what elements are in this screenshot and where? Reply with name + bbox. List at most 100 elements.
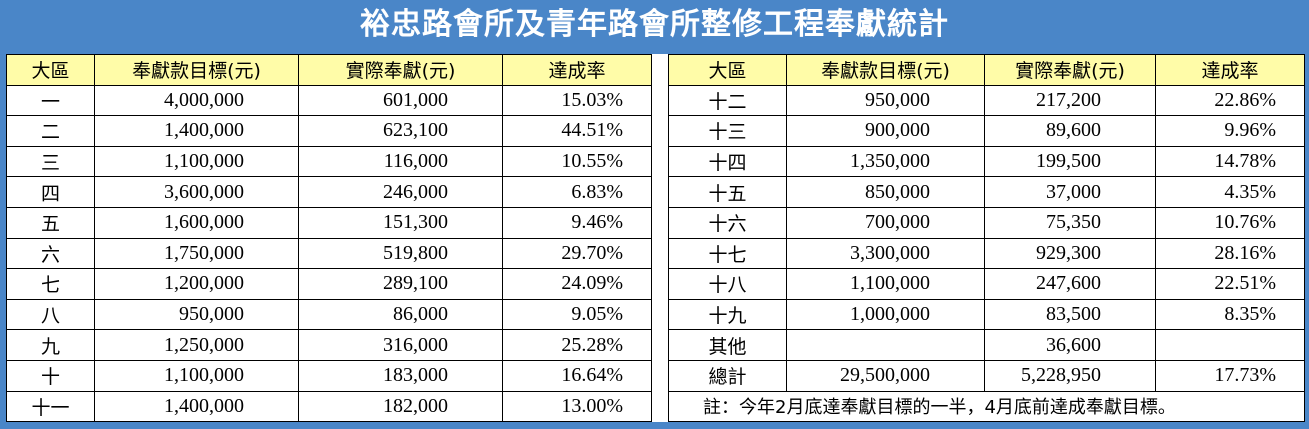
region-cell: 九	[6, 329, 95, 361]
target-cell: 950,000	[786, 84, 985, 117]
actual-cell: 623,100	[298, 115, 503, 147]
target-cell: 1,100,000	[786, 268, 985, 300]
region-cell: 十一	[6, 390, 95, 423]
actual-cell: 246,000	[298, 176, 503, 208]
footnote: 註：今年2月底達奉獻目標的一半，4月底前達成奉獻目標。	[668, 390, 1305, 423]
page-title: 裕忠路會所及青年路會所整修工程奉獻統計	[2, 2, 1307, 48]
header-rate: 達成率	[1155, 54, 1305, 86]
region-cell: 八	[6, 298, 95, 331]
table-row: 十六 700,000 75,350 10.76%	[668, 206, 1305, 239]
target-cell: 700,000	[786, 206, 985, 239]
table-row: 五 1,600,000 151,300 9.46%	[6, 206, 652, 239]
region-cell: 十二	[668, 84, 787, 117]
rate-cell: 4.35%	[1155, 176, 1305, 208]
region-cell: 二	[6, 115, 95, 147]
target-cell: 1,600,000	[94, 206, 299, 239]
table-header-row: 大區 奉獻款目標(元) 實際奉獻(元) 達成率	[6, 54, 652, 86]
actual-cell: 37,000	[984, 176, 1156, 208]
actual-cell: 89,600	[984, 115, 1156, 147]
region-cell: 十六	[668, 206, 787, 239]
target-cell: 950,000	[94, 298, 299, 331]
header-target: 奉獻款目標(元)	[786, 54, 985, 86]
actual-cell: 199,500	[984, 145, 1156, 178]
header-target: 奉獻款目標(元)	[94, 54, 299, 86]
rate-cell: 24.09%	[502, 268, 652, 300]
target-cell: 1,100,000	[94, 145, 299, 178]
table-row: 十九 1,000,000 83,500 8.35%	[668, 298, 1305, 331]
tables-area: 大區 奉獻款目標(元) 實際奉獻(元) 達成率 一 4,000,000 601,00…	[6, 54, 1305, 423]
rate-cell: 44.51%	[502, 115, 652, 147]
actual-cell: 217,200	[984, 84, 1156, 117]
rate-cell: 6.83%	[502, 176, 652, 208]
region-cell: 六	[6, 237, 95, 270]
region-cell: 十九	[668, 298, 787, 331]
actual-cell: 36,600	[984, 329, 1156, 361]
region-cell: 十八	[668, 268, 787, 300]
table-row: 七 1,200,000 289,100 24.09%	[6, 268, 652, 300]
actual-cell: 289,100	[298, 268, 503, 300]
rate-cell: 25.28%	[502, 329, 652, 361]
table-row: 一 4,000,000 601,000 15.03%	[6, 84, 652, 117]
table-row: 四 3,600,000 246,000 6.83%	[6, 176, 652, 208]
region-cell: 一	[6, 84, 95, 117]
rate-cell: 22.51%	[1155, 268, 1305, 300]
actual-cell: 116,000	[298, 145, 503, 178]
header-region: 大區	[6, 54, 95, 86]
header-actual: 實際奉獻(元)	[984, 54, 1156, 86]
target-cell: 1,350,000	[786, 145, 985, 178]
rate-cell	[1155, 329, 1305, 361]
table-row: 十二 950,000 217,200 22.86%	[668, 84, 1305, 117]
region-cell: 五	[6, 206, 95, 239]
actual-cell: 601,000	[298, 84, 503, 117]
target-cell: 900,000	[786, 115, 985, 147]
target-cell: 1,200,000	[94, 268, 299, 300]
table-row: 總計 29,500,000 5,228,950 17.73%	[668, 359, 1305, 392]
rate-cell: 28.16%	[1155, 237, 1305, 270]
target-cell: 3,300,000	[786, 237, 985, 270]
header-actual: 實際奉獻(元)	[298, 54, 503, 86]
rate-cell: 17.73%	[1155, 359, 1305, 392]
target-cell: 4,000,000	[94, 84, 299, 117]
region-cell: 七	[6, 268, 95, 300]
region-cell: 十三	[668, 115, 787, 147]
region-cell: 其他	[668, 329, 787, 361]
rate-cell: 29.70%	[502, 237, 652, 270]
table-row: 八 950,000 86,000 9.05%	[6, 298, 652, 331]
actual-cell: 83,500	[984, 298, 1156, 331]
rate-cell: 9.05%	[502, 298, 652, 331]
rate-cell: 9.46%	[502, 206, 652, 239]
target-cell: 29,500,000	[786, 359, 985, 392]
region-cell: 十五	[668, 176, 787, 208]
table-row: 十一 1,400,000 182,000 13.00%	[6, 390, 652, 423]
right-table: 大區 奉獻款目標(元) 實際奉獻(元) 達成率 十二 950,000 217,200…	[668, 54, 1305, 423]
target-cell: 850,000	[786, 176, 985, 208]
table-row: 其他 36,600	[668, 329, 1305, 361]
actual-cell: 929,300	[984, 237, 1156, 270]
target-cell: 1,400,000	[94, 115, 299, 147]
rate-cell: 15.03%	[502, 84, 652, 117]
rate-cell: 8.35%	[1155, 298, 1305, 331]
target-cell	[786, 329, 985, 361]
note-row: 註：今年2月底達奉獻目標的一半，4月底前達成奉獻目標。	[668, 390, 1305, 423]
table-row: 二 1,400,000 623,100 44.51%	[6, 115, 652, 147]
rate-cell: 22.86%	[1155, 84, 1305, 117]
region-cell: 十四	[668, 145, 787, 178]
table-row: 六 1,750,000 519,800 29.70%	[6, 237, 652, 270]
actual-cell: 182,000	[298, 390, 503, 423]
target-cell: 1,100,000	[94, 359, 299, 392]
table-header-row: 大區 奉獻款目標(元) 實際奉獻(元) 達成率	[668, 54, 1305, 86]
table-row: 十七 3,300,000 929,300 28.16%	[668, 237, 1305, 270]
table-row: 十三 900,000 89,600 9.96%	[668, 115, 1305, 147]
actual-cell: 86,000	[298, 298, 503, 331]
target-cell: 1,250,000	[94, 329, 299, 361]
region-cell: 十七	[668, 237, 787, 270]
actual-cell: 519,800	[298, 237, 503, 270]
header-region: 大區	[668, 54, 787, 86]
rate-cell: 10.76%	[1155, 206, 1305, 239]
target-cell: 1,400,000	[94, 390, 299, 423]
actual-cell: 5,228,950	[984, 359, 1156, 392]
region-cell: 十	[6, 359, 95, 392]
rate-cell: 14.78%	[1155, 145, 1305, 178]
region-cell: 總計	[668, 359, 787, 392]
